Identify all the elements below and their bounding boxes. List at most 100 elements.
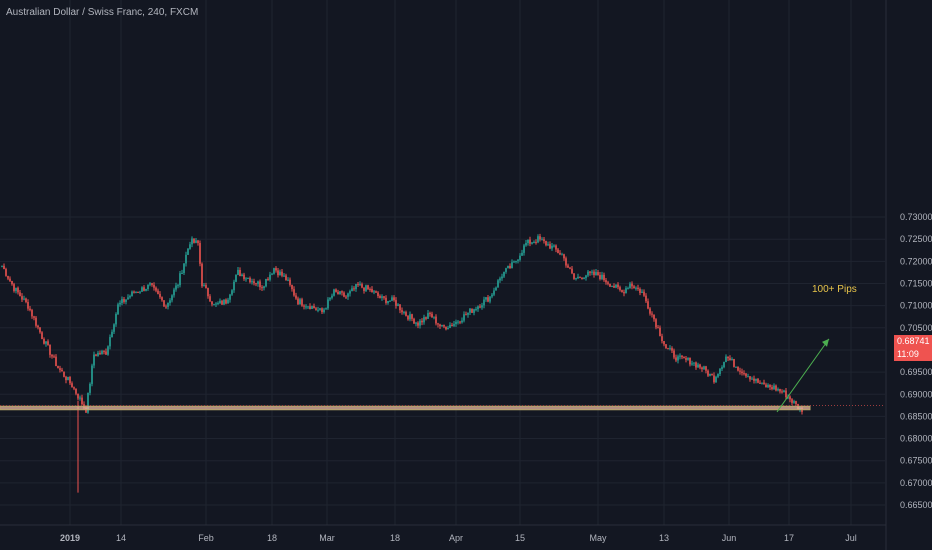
candle-body (649, 308, 651, 314)
candle-body (541, 239, 543, 241)
candle-body (267, 278, 269, 280)
candle-body (281, 271, 283, 276)
x-tick-label: 2019 (60, 533, 80, 543)
candle-body (79, 397, 81, 399)
candle-body (461, 320, 463, 323)
candle-body (573, 273, 575, 279)
candle-body (631, 283, 633, 287)
x-tick-label: Jul (845, 533, 857, 543)
candle-body (391, 297, 393, 301)
candle-body (449, 324, 451, 328)
candle-body (675, 357, 677, 361)
candle-body (379, 296, 381, 298)
candle-body (737, 366, 739, 371)
x-tick-label: 13 (659, 533, 669, 543)
candle-body (31, 310, 33, 317)
candle-body (101, 351, 103, 354)
candle-body (129, 296, 131, 298)
candle-body (633, 286, 635, 289)
candle-body (637, 287, 639, 289)
x-tick-label: May (589, 533, 607, 543)
candle-body (597, 272, 599, 276)
candle-body (639, 288, 641, 293)
candle-body (29, 308, 31, 311)
candle-body (291, 284, 293, 290)
candle-body (235, 274, 237, 282)
candle-body (689, 357, 691, 365)
candle-body (239, 269, 241, 277)
candle-body (73, 387, 75, 389)
candle-body (317, 309, 319, 311)
candle-body (243, 274, 245, 279)
candle-body (763, 382, 765, 385)
candle-body (547, 244, 549, 246)
candle-body (403, 312, 405, 314)
candle-body (533, 241, 535, 243)
candle-body (561, 254, 563, 256)
candle-body (353, 288, 355, 290)
candle-body (219, 300, 221, 304)
candle-body (91, 365, 93, 384)
candle-body (703, 366, 705, 370)
candle-body (481, 305, 483, 308)
candle-body (551, 245, 553, 249)
y-tick-label: 0.69000 (900, 389, 932, 399)
y-tick-label: 0.72500 (900, 234, 932, 244)
candle-body (409, 314, 411, 320)
candle-body (777, 389, 779, 391)
candle-body (117, 304, 119, 315)
candle-body (11, 280, 13, 285)
candle-body (143, 287, 145, 291)
candle-body (709, 373, 711, 376)
candle-body (563, 254, 565, 259)
candle-body (227, 299, 229, 304)
candle-body (471, 308, 473, 313)
annotation-label: 100+ Pips (812, 284, 857, 295)
candle-body (229, 294, 231, 300)
candle-body (635, 287, 637, 289)
candle-body (657, 327, 659, 329)
candle-body (793, 401, 795, 403)
candle-body (223, 299, 225, 305)
candle-body (309, 306, 311, 309)
candle-body (39, 327, 41, 333)
candle-body (337, 291, 339, 295)
candle-body (607, 282, 609, 284)
candle-body (527, 239, 529, 244)
candle-body (21, 296, 23, 300)
candle-body (429, 313, 431, 315)
candle-body (205, 285, 207, 289)
candle-body (583, 277, 585, 280)
candle-body (153, 284, 155, 288)
candle-body (523, 245, 525, 253)
candle-body (271, 273, 273, 275)
candle-body (623, 292, 625, 294)
candle-body (269, 274, 271, 280)
candle-body (25, 298, 27, 303)
candle-body (51, 354, 53, 357)
candle-body (601, 274, 603, 280)
candle-body (135, 291, 137, 293)
candle-body (715, 376, 717, 383)
candle-body (641, 291, 643, 293)
candle-body (333, 289, 335, 296)
candle-body (173, 289, 175, 296)
candle-body (543, 239, 545, 242)
candle-body (755, 378, 757, 381)
last-price-label: 0.68741 (894, 335, 932, 348)
candle-body (301, 299, 303, 306)
candle-body (587, 271, 589, 276)
candle-body (451, 324, 453, 326)
candle-body (417, 322, 419, 326)
x-tick-label: 15 (515, 533, 525, 543)
candle-body (729, 358, 731, 361)
projection-arrow (776, 338, 830, 413)
candle-body (161, 297, 163, 301)
candle-body (103, 351, 105, 353)
candle-body (701, 367, 703, 370)
y-tick-label: 0.71000 (900, 301, 932, 311)
candle-body (467, 312, 469, 315)
candle-body (263, 286, 265, 289)
